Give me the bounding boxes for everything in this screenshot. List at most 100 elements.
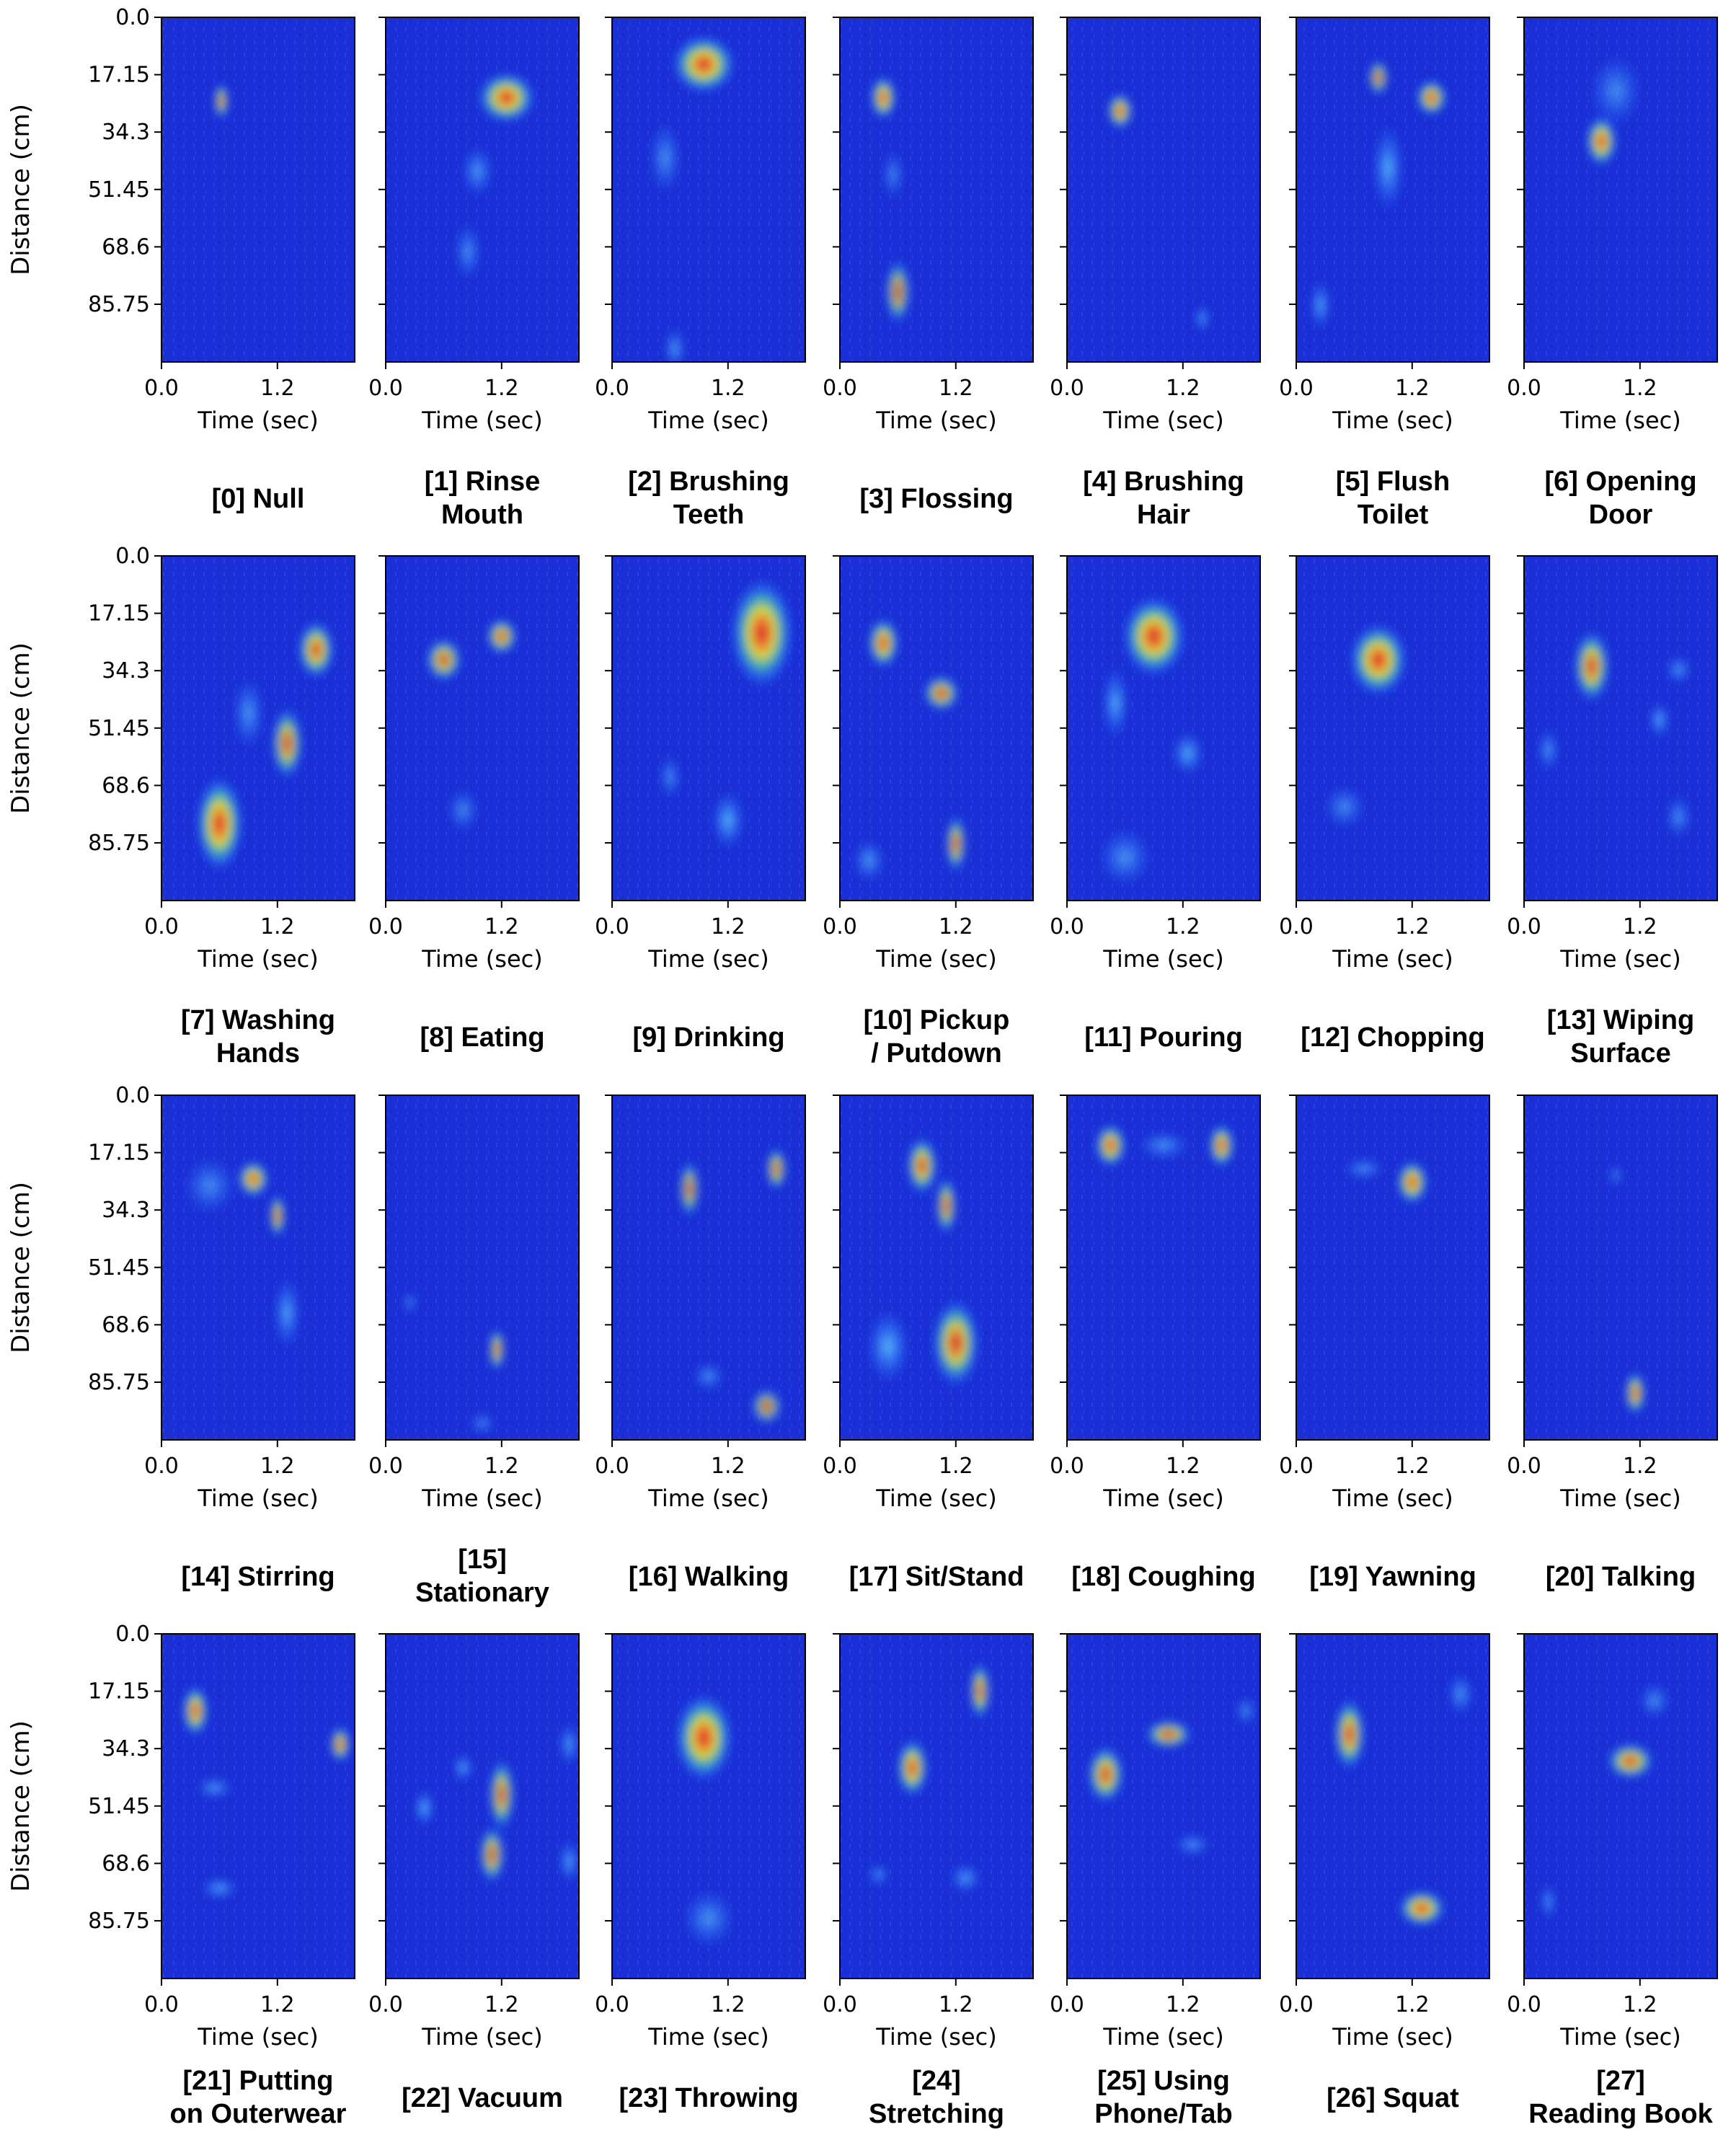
heatmap-background <box>1524 556 1717 901</box>
heatmap-background <box>1524 1634 1717 1978</box>
hotspot-mark <box>195 775 244 872</box>
hotspot-mark <box>867 1863 890 1886</box>
hotspot-mark <box>1372 123 1404 213</box>
y-tick-label: 34.3 <box>102 120 150 145</box>
x-tick-label: 0.0 <box>595 376 629 401</box>
heatmap-background <box>161 1634 355 1978</box>
panel-title: Hands <box>216 1038 300 1069</box>
hotspot-mark <box>664 326 686 362</box>
panel-title: [24] <box>912 2066 961 2096</box>
hotspot-mark <box>905 1136 938 1195</box>
hotspot-mark <box>271 706 304 780</box>
hotspot-mark <box>1342 1157 1386 1180</box>
hotspot-mark <box>1122 596 1186 677</box>
heatmap-panel-8: 0.0 1.2 Time (sec) [8] Eating <box>368 555 580 1053</box>
x-axis-label: Time (sec) <box>421 945 542 973</box>
x-tick-label: 0.0 <box>1279 376 1314 401</box>
hotspot-mark <box>452 1753 474 1783</box>
y-tick-label: 85.75 <box>88 831 150 856</box>
x-axis-label: Time (sec) <box>197 407 318 434</box>
hotspot-mark <box>750 1388 783 1425</box>
x-tick-label: 0.0 <box>595 1992 629 2017</box>
x-tick-label: 0.0 <box>1279 914 1314 939</box>
x-axis-label: Time (sec) <box>1102 2023 1223 2051</box>
y-tick-label: 34.3 <box>102 1736 150 1761</box>
heatmap-panel-24: 0.0 1.2 Time (sec) [24]Stretching <box>823 1633 1034 2129</box>
panel-title: Surface <box>1570 1038 1670 1069</box>
hotspot-mark <box>402 1291 417 1314</box>
hotspot-mark <box>935 1176 957 1235</box>
hotspot-mark <box>853 838 885 883</box>
x-tick-label: 0.0 <box>1507 376 1541 401</box>
panel-title: Hair <box>1137 500 1190 530</box>
hotspot-mark <box>766 1146 787 1191</box>
x-axis-label: Time (sec) <box>1559 945 1680 973</box>
x-tick-label: 0.0 <box>1279 1992 1314 2017</box>
x-tick-label: 1.2 <box>1623 1454 1657 1479</box>
panel-title: [18] Coughing <box>1071 1562 1255 1592</box>
hotspot-mark <box>1585 115 1618 167</box>
y-tick-label: 17.15 <box>88 1141 150 1166</box>
panel-title: [4] Brushing <box>1083 467 1244 497</box>
y-tick-label: 68.6 <box>102 1851 150 1876</box>
x-tick-label: 0.0 <box>368 914 403 939</box>
x-tick-label: 1.2 <box>1395 376 1430 401</box>
hotspot-mark <box>1102 666 1129 740</box>
heatmap-panel-19: 0.0 1.2 Time (sec) [19] Yawning <box>1279 1095 1490 1592</box>
x-tick-label: 1.2 <box>260 376 295 401</box>
panel-title: [23] Throwing <box>619 2083 798 2113</box>
x-axis-label: Time (sec) <box>421 1485 542 1512</box>
hotspot-mark <box>558 1722 579 1767</box>
panel-title: [21] Putting <box>183 2066 334 2096</box>
heatmap-panel-18: 0.0 1.2 Time (sec) [18] Coughing <box>1050 1095 1261 1592</box>
x-tick-label: 1.2 <box>711 376 745 401</box>
x-axis-label: Time (sec) <box>1102 945 1223 973</box>
hotspot-mark <box>1608 1164 1624 1187</box>
x-axis-label: Time (sec) <box>647 2023 769 2051</box>
hotspot-mark <box>232 676 265 751</box>
x-axis-label: Time (sec) <box>647 1485 769 1512</box>
hotspot-mark <box>1086 1745 1125 1804</box>
x-tick-label: 0.0 <box>144 1992 179 2017</box>
hotspot-mark <box>931 1299 980 1387</box>
x-tick-label: 1.2 <box>1166 376 1200 401</box>
hotspot-mark <box>882 149 904 200</box>
x-axis-label: Time (sec) <box>197 2023 318 2051</box>
hotspot-mark <box>1368 59 1389 96</box>
hotspot-mark <box>1323 784 1366 829</box>
hotspot-mark <box>867 617 900 669</box>
x-axis-label: Time (sec) <box>1332 1485 1453 1512</box>
panel-title: on Outerwear <box>170 2099 347 2129</box>
heatmap-panel-3: 0.0 1.2 Time (sec) [3] Flossing <box>823 17 1034 514</box>
y-tick-label: 85.75 <box>88 1909 150 1934</box>
x-tick-label: 1.2 <box>1166 1992 1200 2017</box>
hotspot-mark <box>1172 731 1204 776</box>
x-axis-label: Time (sec) <box>421 407 542 434</box>
panel-title: Reading Book <box>1528 2099 1713 2129</box>
heatmap-background <box>1067 1634 1260 1978</box>
hotspot-mark <box>1349 622 1408 697</box>
panel-title: [26] Squat <box>1327 2083 1459 2113</box>
y-tick-label: 51.45 <box>88 1255 150 1281</box>
panel-title: [2] Brushing <box>628 467 789 497</box>
panel-title: [17] Sit/Stand <box>849 1562 1024 1592</box>
hotspot-mark <box>896 1738 929 1798</box>
hotspot-mark <box>1398 1890 1446 1927</box>
hotspot-mark <box>712 790 744 850</box>
hotspot-mark <box>1624 1371 1646 1415</box>
heatmap-background <box>1067 17 1260 362</box>
panel-title: [20] Talking <box>1546 1562 1696 1592</box>
x-tick-label: 1.2 <box>1623 914 1657 939</box>
x-tick-label: 0.0 <box>1279 1454 1314 1479</box>
x-tick-label: 1.2 <box>260 1454 295 1479</box>
hotspot-mark <box>1309 279 1332 331</box>
heatmap-background <box>840 1634 1033 1978</box>
hotspot-mark <box>1094 1123 1127 1168</box>
hotspot-mark <box>479 1825 505 1885</box>
panel-title: [5] Flush <box>1336 467 1450 497</box>
hotspot-mark <box>922 674 960 712</box>
x-tick-label: 0.0 <box>1050 1454 1084 1479</box>
hotspot-mark <box>195 1777 234 1799</box>
panel-title: [15] <box>458 1544 507 1575</box>
